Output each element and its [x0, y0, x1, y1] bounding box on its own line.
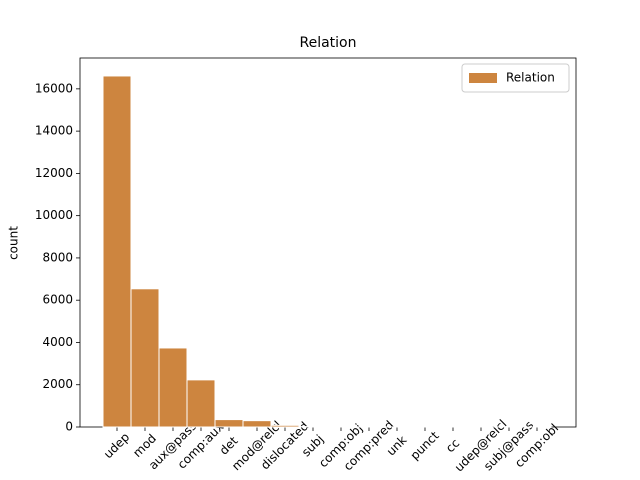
- y-tick-label: 8000: [42, 250, 73, 264]
- y-tick-label: 0: [65, 420, 73, 434]
- bar: [242, 420, 272, 428]
- legend-swatch: [469, 73, 497, 83]
- y-tick-label: 16000: [35, 81, 73, 95]
- bar: [270, 424, 300, 428]
- bar: [102, 75, 132, 428]
- bar: [158, 347, 188, 428]
- bar: [186, 379, 216, 428]
- x-tick-label: punct: [408, 428, 442, 462]
- bar: [214, 419, 244, 428]
- y-tick-label: 10000: [35, 208, 73, 222]
- y-tick-label: 14000: [35, 124, 73, 138]
- chart-title: Relation: [300, 35, 357, 51]
- legend-box: [461, 63, 570, 93]
- y-tick-label: 6000: [42, 293, 73, 307]
- y-axis-label: count: [7, 226, 21, 260]
- x-tick-label: cc: [443, 436, 462, 455]
- x-tick-label: unk: [384, 433, 410, 459]
- bar: [130, 288, 160, 428]
- y-tick-label: 12000: [35, 166, 73, 180]
- y-tick-label: 2000: [42, 377, 73, 391]
- y-tick-label: 4000: [42, 335, 73, 349]
- x-tick-label: udep: [101, 430, 132, 461]
- legend-label: Relation: [506, 71, 555, 85]
